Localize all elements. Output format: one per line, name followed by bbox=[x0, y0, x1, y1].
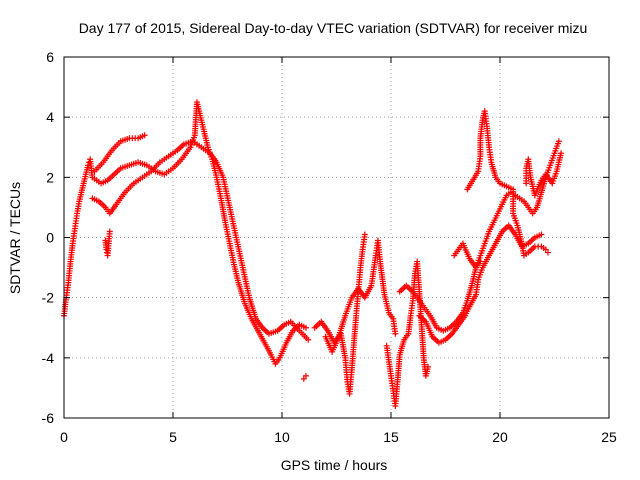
y-tick-label: -6 bbox=[42, 410, 55, 426]
x-axis-label: GPS time / hours bbox=[281, 457, 388, 473]
y-tick-label: 4 bbox=[46, 109, 54, 125]
data-point bbox=[106, 228, 113, 235]
chart-title: Day 177 of 2015, Sidereal Day-to-day VTE… bbox=[79, 20, 588, 36]
data-point bbox=[544, 249, 551, 256]
x-tick-label: 5 bbox=[169, 429, 177, 445]
x-tick-label: 10 bbox=[274, 429, 290, 445]
y-tick-label: -4 bbox=[42, 350, 55, 366]
data-point bbox=[141, 132, 148, 139]
data-point bbox=[555, 138, 562, 145]
x-tick-label: 0 bbox=[60, 429, 68, 445]
data-points bbox=[61, 99, 565, 409]
x-tick-label: 25 bbox=[601, 429, 617, 445]
axis-ticks: 0 5 10 15 20 25 -6 -4 -2 0 2 4 6 bbox=[42, 49, 617, 445]
data-point bbox=[300, 375, 307, 382]
data-point bbox=[542, 246, 549, 253]
data-point bbox=[425, 363, 432, 370]
data-point bbox=[477, 258, 484, 265]
y-tick-label: 2 bbox=[46, 169, 54, 185]
data-point bbox=[305, 336, 312, 343]
y-axis-label: SDTVAR / TECUs bbox=[7, 182, 23, 294]
data-point bbox=[392, 330, 399, 337]
x-tick-label: 20 bbox=[492, 429, 508, 445]
data-point bbox=[538, 231, 545, 238]
y-tick-label: 6 bbox=[46, 49, 54, 65]
x-tick-label: 15 bbox=[383, 429, 399, 445]
y-tick-label: -2 bbox=[42, 290, 55, 306]
grid bbox=[64, 57, 609, 418]
data-point bbox=[302, 324, 309, 331]
data-point bbox=[361, 231, 368, 238]
data-point bbox=[302, 372, 309, 379]
data-point bbox=[558, 150, 565, 157]
y-tick-label: 0 bbox=[46, 230, 54, 246]
